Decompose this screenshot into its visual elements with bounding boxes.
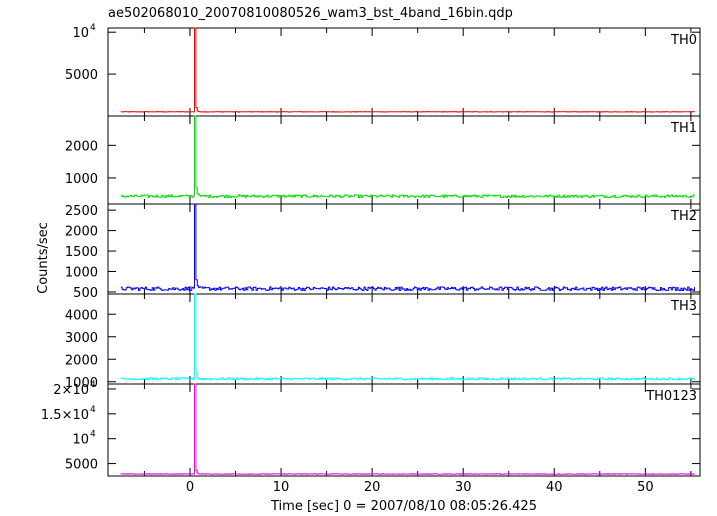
series-line-TH2 <box>120 203 695 291</box>
x-tick-label: 10 <box>273 480 290 495</box>
y-tick-label: 10 <box>72 433 89 448</box>
x-tick-label: 30 <box>455 480 472 495</box>
x-tick-label: 0 <box>186 480 194 495</box>
y-tick-label: 1.5×10 <box>41 408 89 423</box>
x-tick-label: 50 <box>637 480 654 495</box>
y-tick-label: 1000 <box>65 376 98 391</box>
y-tick-label: 2000 <box>65 353 98 368</box>
y-tick-exponent: 4 <box>90 405 96 415</box>
x-tick-label: 40 <box>546 480 563 495</box>
panel-label-TH2: TH2 <box>670 209 697 224</box>
y-tick-label: 1000 <box>65 266 98 281</box>
y-tick-label: 2000 <box>65 139 98 154</box>
y-tick-label: 2000 <box>65 225 98 240</box>
y-tick-exponent: 4 <box>90 380 96 390</box>
y-tick-exponent: 4 <box>90 23 96 33</box>
chart-title: ae502068010_20070810080526_wam3_bst_4ban… <box>108 6 513 21</box>
series-line-TH3 <box>120 293 695 381</box>
x-tick-label: 20 <box>364 480 381 495</box>
y-tick-label: 5000 <box>65 458 98 473</box>
x-axis-label: Time [sec] 0 = 2007/08/10 08:05:26.425 <box>270 499 537 514</box>
panel-label-TH3: TH3 <box>670 299 697 314</box>
series-line-TH0 <box>120 27 695 113</box>
panel-frame-TH0123 <box>107 383 701 477</box>
y-tick-label: 3000 <box>65 331 98 346</box>
panel-frame-TH3 <box>107 293 701 385</box>
y-tick-label: 5000 <box>65 68 98 83</box>
y-tick-label: 10 <box>72 26 89 41</box>
y-tick-label: 2500 <box>65 204 98 219</box>
y-tick-label: 2×10 <box>53 383 89 398</box>
panel-label-TH0123: TH0123 <box>645 389 697 404</box>
y-tick-label: 4000 <box>65 308 98 323</box>
y-tick-label: 500 <box>73 286 98 301</box>
y-tick-exponent: 4 <box>90 430 96 440</box>
y-axis-label: Counts/sec <box>36 222 51 294</box>
series-line-TH1 <box>120 115 695 198</box>
y-tick-label: 1000 <box>65 172 98 187</box>
panel-frame-TH0 <box>107 27 701 117</box>
panel-label-TH1: TH1 <box>670 121 697 136</box>
y-tick-label: 1500 <box>65 245 98 260</box>
panel-label-TH0: TH0 <box>670 33 697 48</box>
series-line-TH0123 <box>120 383 695 475</box>
